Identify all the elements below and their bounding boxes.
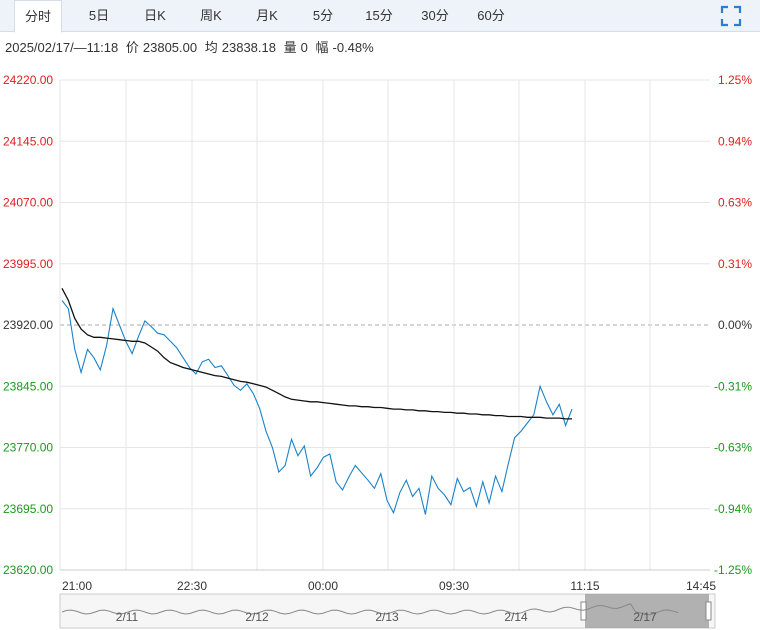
y-tick-label: 23845.00 — [3, 379, 53, 393]
navigator-date-label: 2/14 — [504, 610, 528, 624]
pct-tick-label: 0.31% — [718, 257, 752, 271]
y-tick-label: 23920.00 — [3, 318, 53, 332]
expand-icon[interactable] — [720, 5, 742, 27]
tab-30min[interactable]: 30分 — [421, 8, 449, 23]
y-tick-label: 23620.00 — [3, 563, 53, 577]
price-line — [61, 300, 573, 515]
tab-weekly-k[interactable]: 周K — [200, 8, 222, 23]
x-tick-label: 22:30 — [177, 579, 207, 593]
y-tick-label: 23695.00 — [3, 502, 53, 516]
tab-5day[interactable]: 5日 — [88, 8, 110, 23]
navigator-overview-line — [61, 603, 679, 616]
navigator-date-label: 2/17 — [633, 610, 657, 624]
x-tick-label: 21:00 — [62, 579, 92, 593]
x-tick-label: 09:30 — [439, 579, 469, 593]
y-tick-label: 23995.00 — [3, 257, 53, 271]
price-value: 23805.00 — [142, 40, 198, 55]
tab-monthly-k[interactable]: 月K — [256, 8, 278, 23]
tab-5min[interactable]: 5分 — [312, 8, 334, 23]
x-tick-label: 11:15 — [570, 579, 599, 593]
navigator-date-label: 2/12 — [245, 610, 269, 624]
pct-tick-label: -0.63% — [714, 441, 752, 455]
navigator-selection — [585, 594, 709, 628]
y-tick-label: 24070.00 — [3, 196, 53, 210]
quote-datetime: 2025/02/17/—11:18 — [5, 40, 119, 55]
pct-tick-label: -1.25% — [714, 563, 752, 577]
pct-tick-label: -0.31% — [714, 379, 752, 393]
intraday-chart-svg: 24220.00 1.25% 24145.00 0.94% 24070.00 0.63% 2… — [3, 73, 752, 629]
tab-daily-k[interactable]: 日K — [144, 8, 166, 23]
intraday-chart[interactable]: 24220.00 1.25% 24145.00 0.94% 24070.00 0.63% 2… — [0, 63, 760, 630]
change-value: -0.48% — [332, 40, 374, 55]
tab-intraday[interactable]: 分时 — [14, 0, 62, 33]
volume-value: 0 — [300, 40, 308, 55]
tab-60min[interactable]: 60分 — [477, 8, 505, 23]
x-tick-label: 00:00 — [308, 579, 338, 593]
navigator-left-handle — [580, 601, 587, 621]
pct-tick-label: -0.94% — [714, 502, 752, 516]
average-line — [61, 287, 572, 420]
pct-tick-label: 0.00% — [718, 318, 752, 332]
avg-label: 均 — [204, 40, 218, 55]
pct-tick-label: 1.25% — [718, 73, 752, 87]
pct-tick-label: 0.63% — [718, 196, 752, 210]
x-tick-label: 14:45 — [686, 579, 716, 593]
avg-value: 23838.18 — [221, 40, 276, 55]
navigator-date-label: 2/11 — [116, 610, 139, 624]
tab-15min[interactable]: 15分 — [365, 8, 393, 23]
navigator-right-handle — [705, 601, 712, 621]
period-tab-bar: 分时 5日 日K 周K 月K 5分 15分 30分 60分 — [0, 0, 760, 33]
pct-tick-label: 0.94% — [718, 134, 752, 148]
y-tick-label: 23770.00 — [3, 441, 53, 455]
navigator-date-label: 2/13 — [375, 610, 399, 624]
y-tick-label: 24220.00 — [3, 73, 53, 87]
change-label: 幅 — [315, 40, 329, 55]
volume-label: 量 — [283, 40, 297, 55]
y-tick-label: 24145.00 — [3, 134, 53, 148]
price-label: 价 — [125, 40, 139, 55]
